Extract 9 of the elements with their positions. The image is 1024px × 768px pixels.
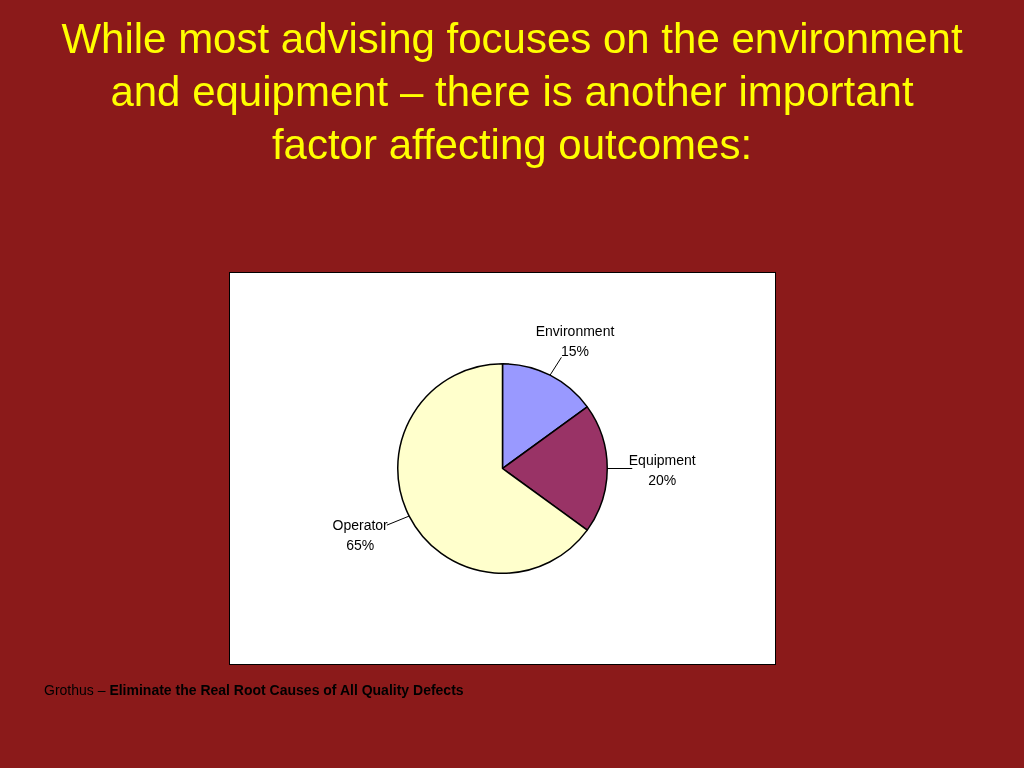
slice-label: Operator (332, 517, 389, 534)
slice-label: Equipment (628, 451, 696, 468)
text: Eliminate the Real Root Causes of All Quality Defects (108, 682, 464, 698)
text: Grothus – (44, 682, 106, 698)
slice-label: Environment (535, 322, 615, 339)
data-label: 15% (561, 342, 590, 359)
data-label: 65% (346, 537, 375, 554)
data-label: 20% (648, 471, 677, 488)
chart-title: While most advising focuses on the environment and equipment – there is another important factor affecting outcomes: (60, 14, 964, 170)
